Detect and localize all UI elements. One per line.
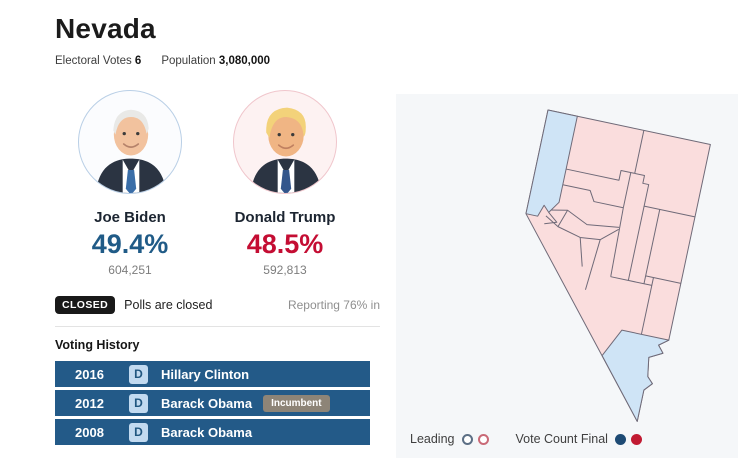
county-border-mineral-esmeralda — [579, 237, 583, 267]
county-border-eureka-whitepine — [643, 209, 661, 284]
voting-history-row-2008: 2008 D Barack Obama — [55, 419, 370, 445]
map-legend: Leading Vote Count Final — [410, 432, 647, 446]
state-meta: Electoral Votes 6 Population 3,080,000 — [55, 55, 380, 67]
reporting-status: Reporting 76% in — [287, 298, 380, 312]
incumbent-badge: Incumbent — [263, 394, 330, 412]
nevada-county-map[interactable] — [396, 94, 738, 458]
electoral-votes-label: Electoral Votes — [55, 55, 132, 67]
legend-leading-label: Leading — [410, 432, 455, 446]
candidates-row: Joe Biden 49.4% 604,251 Donald Trump 48.… — [55, 90, 380, 277]
polls-status-row: CLOSED Polls are closed Reporting 76% in — [55, 296, 380, 314]
county-border-humboldt-south — [566, 168, 635, 181]
population-label: Population — [161, 55, 216, 67]
voting-history-heading: Voting History — [55, 338, 140, 352]
party-d-badge: D — [129, 422, 148, 442]
washoe-county[interactable] — [525, 109, 578, 220]
trump-avatar-illustration — [250, 107, 322, 193]
biden-photo — [78, 90, 182, 194]
nevada-state-outline[interactable] — [489, 109, 711, 424]
biden-avatar-illustration — [95, 109, 167, 193]
vh-year: 2012 — [75, 395, 104, 411]
section-divider — [55, 326, 380, 327]
county-border-nye-north — [610, 276, 652, 286]
county-border-whitepine-south — [645, 275, 681, 284]
legend-final-dem-icon — [614, 433, 626, 445]
polls-closed-badge: CLOSED — [55, 296, 116, 314]
county-border-pershing-south — [562, 184, 624, 209]
county-border-pershing-east — [622, 172, 632, 208]
population: Population 3,080,000 — [161, 55, 270, 67]
trump-percent: 48.5% — [246, 229, 324, 259]
trump-vote-count: 592,813 — [263, 263, 307, 277]
page-title: Nevada — [55, 13, 156, 44]
vh-candidate: Hillary Clinton — [161, 366, 250, 382]
party-d-badge: D — [129, 393, 148, 413]
county-border-lander-eureka — [627, 205, 645, 281]
county-border-elko-south — [634, 172, 696, 218]
county-border-humboldt-elko — [634, 130, 645, 174]
population-value: 3,080,000 — [218, 55, 271, 67]
voting-history-list: 2016 D Hillary Clinton 2012 D Barack Oba… — [55, 361, 370, 445]
legend-final-label: Vote Count Final — [515, 432, 608, 446]
biden-percent: 49.4% — [91, 229, 169, 259]
candidate-card-trump: Donald Trump 48.5% 592,813 — [210, 90, 360, 277]
electoral-votes: Electoral Votes 6 — [55, 55, 141, 67]
polls-status-text: Polls are closed — [124, 298, 213, 312]
vh-year: 2016 — [75, 366, 104, 382]
legend-final-rep-icon — [630, 433, 642, 445]
clark-county[interactable] — [590, 327, 670, 424]
county-border-lyon — [545, 210, 569, 228]
voting-history-row-2016: 2016 D Hillary Clinton — [55, 361, 370, 387]
biden-name: Joe Biden — [94, 209, 166, 226]
trump-photo — [233, 90, 337, 194]
vh-candidate: Barack Obama — [161, 395, 253, 411]
electoral-votes-value: 6 — [134, 55, 142, 67]
state-summary-panel: Nevada Electoral Votes 6 Population 3,08… — [55, 0, 380, 448]
trump-name: Donald Trump — [234, 209, 336, 226]
county-border-churchill-south — [547, 209, 620, 228]
county-border-lander-west — [610, 207, 624, 277]
party-d-badge: D — [129, 364, 148, 384]
legend-leading-dem-icon — [461, 433, 473, 445]
county-border-mineral-north — [557, 226, 619, 241]
vh-year: 2008 — [75, 424, 104, 440]
county-border-carson-douglas — [544, 212, 558, 225]
candidate-card-biden: Joe Biden 49.4% 604,251 — [55, 90, 205, 277]
voting-history-row-2012: 2012 D Barack Obama Incumbent — [55, 390, 370, 416]
biden-vote-count: 604,251 — [108, 263, 152, 277]
legend-leading-rep-icon — [477, 433, 489, 445]
state-map-panel: Leading Vote Count Final — [396, 94, 738, 458]
vh-candidate: Barack Obama — [161, 424, 253, 440]
county-border-lincoln-west — [640, 277, 654, 335]
county-border-esmeralda-nye — [584, 239, 601, 290]
